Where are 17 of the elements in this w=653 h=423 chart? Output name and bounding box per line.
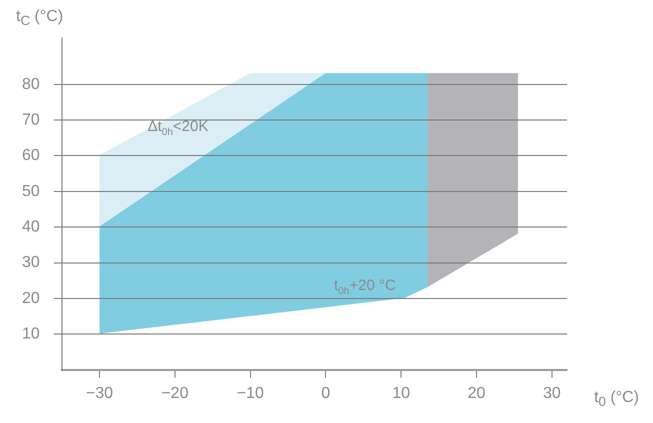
y-tick-label: 50 — [22, 182, 40, 200]
x-tick-label: 0 — [321, 384, 330, 402]
x-tick-label: −30 — [86, 384, 114, 402]
x-axis-title: t$_{0}$ (°C) — [594, 388, 639, 409]
y-tick-label: 20 — [22, 290, 40, 307]
x-tick-label: 30 — [543, 384, 561, 402]
y-tick-label: 70 — [22, 111, 40, 128]
y-axis-title: t$_{C}$ (°C) — [16, 8, 64, 28]
y-tick-label: 40 — [22, 218, 40, 236]
y-tick-label: 80 — [22, 76, 40, 93]
x-tick-label: 10 — [392, 384, 410, 402]
x-tick-label: −20 — [161, 384, 189, 402]
y-tick-label: 10 — [22, 326, 40, 343]
x-tick-label: 20 — [468, 384, 486, 402]
x-tick-label: −10 — [236, 384, 264, 402]
y-tick-label: 60 — [22, 147, 40, 164]
y-tick-label: 30 — [22, 254, 40, 272]
